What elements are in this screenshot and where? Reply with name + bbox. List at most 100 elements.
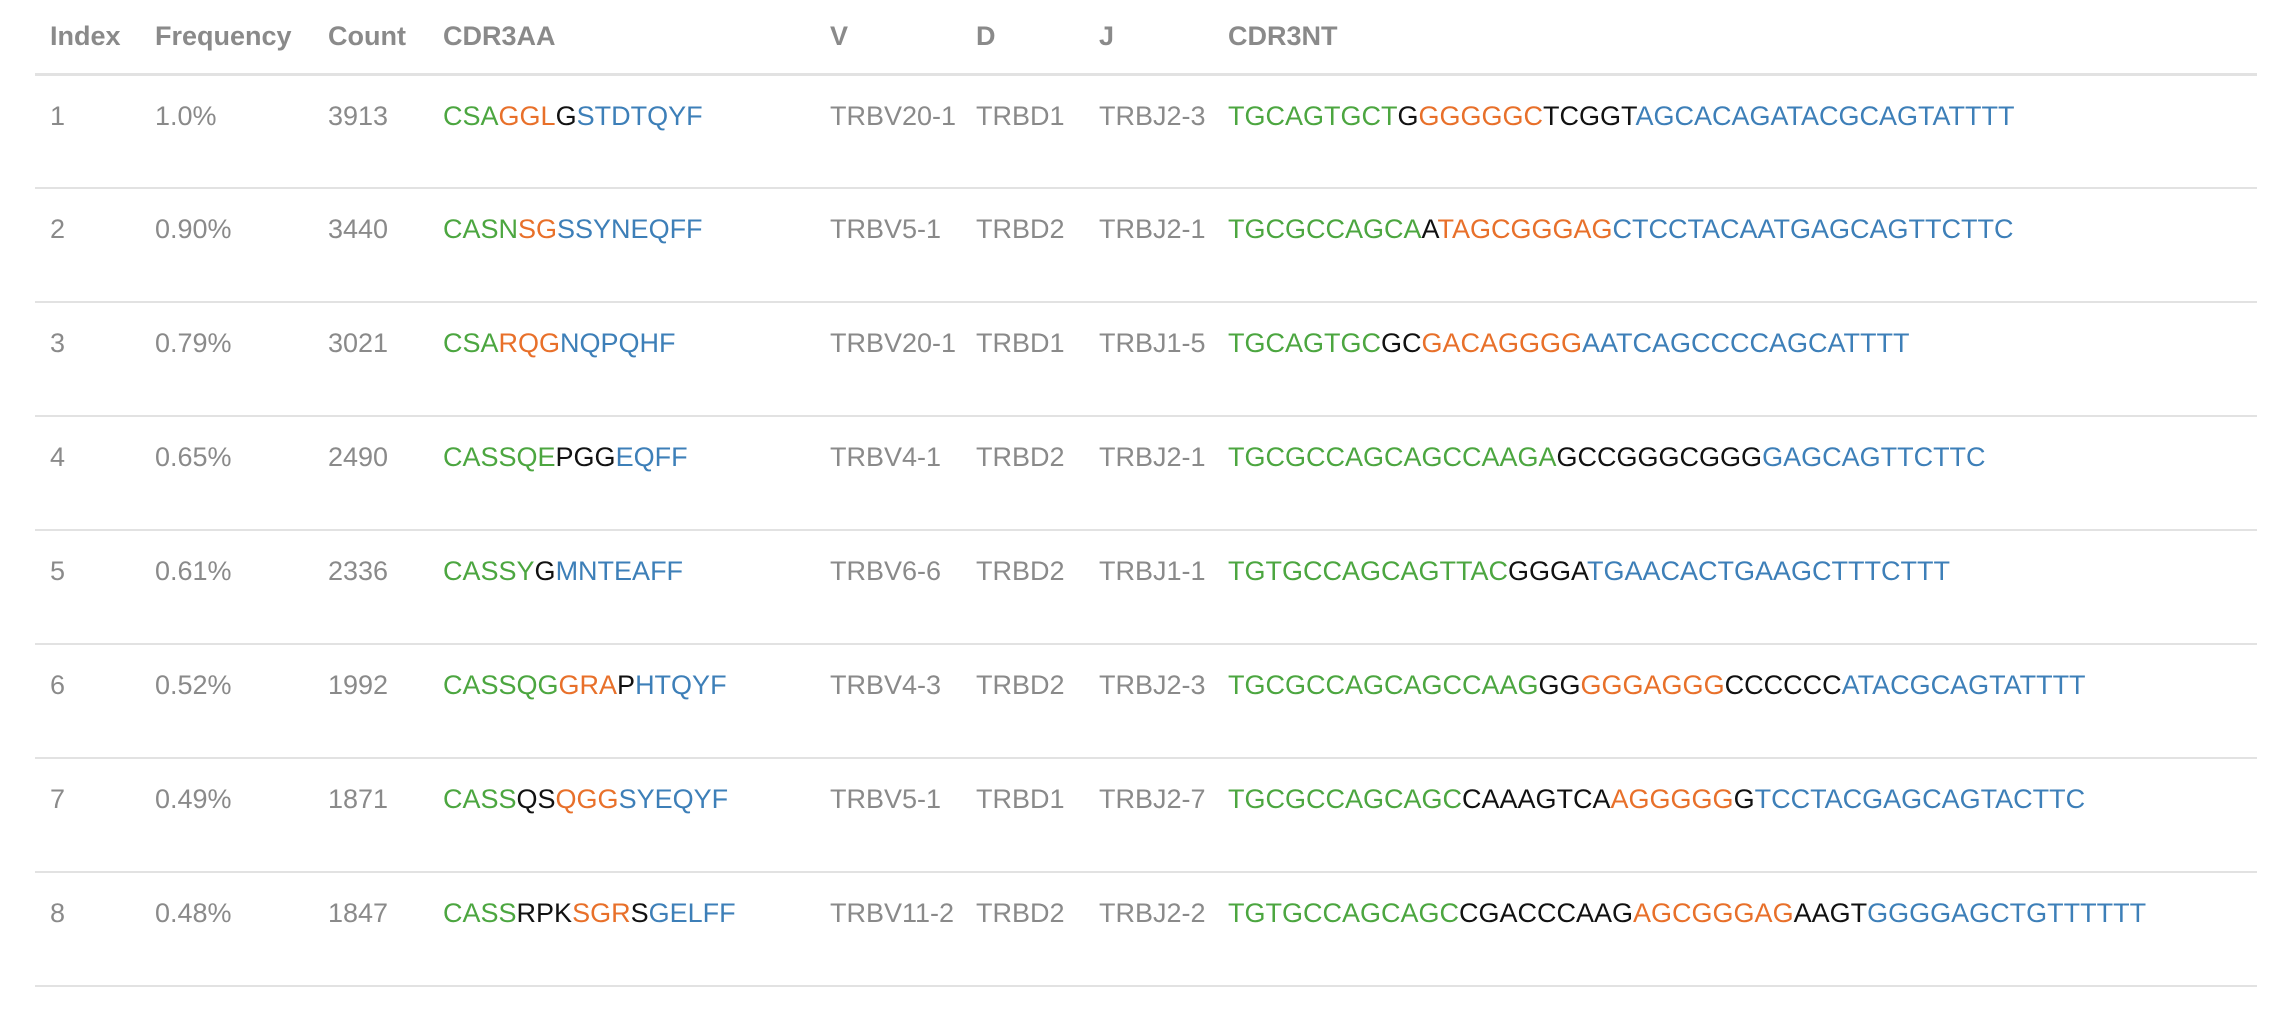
cell-d-gene: TRBD1 (961, 302, 1084, 417)
cell-cdr3aa: CASSRPKSGRSGELFF (428, 872, 815, 987)
cell-v-gene: TRBV20-1 (815, 74, 961, 189)
cell-count: 1871 (313, 758, 428, 873)
column-header-frequency[interactable]: Frequency (140, 0, 313, 76)
cell-j-gene: TRBJ2-2 (1084, 872, 1213, 987)
segment-d: GRA (558, 670, 618, 700)
column-header-count[interactable]: Count (313, 0, 428, 76)
segment-d: SGR (572, 898, 631, 928)
segment-v: CASN (443, 214, 519, 244)
cell-count: 3021 (313, 302, 428, 417)
cell-cdr3aa: CSAGGLGSTDTQYF (428, 74, 815, 189)
segment-n: GG (1538, 670, 1581, 700)
clonotype-table-container: Index Frequency Count CDR3AA V D J CDR3N… (35, 0, 2257, 987)
cell-count: 1847 (313, 872, 428, 987)
column-header-j[interactable]: J (1084, 0, 1213, 76)
segment-j: ATACGCAGTATTTT (1841, 670, 2086, 700)
segment-j: CTCCTACAATGAGCAGTTCTTC (1612, 214, 2014, 244)
column-header-d[interactable]: D (961, 0, 1084, 76)
segment-j: MNTEAFF (555, 556, 684, 586)
cell-j-gene: TRBJ1-5 (1084, 302, 1213, 417)
segment-n: G (1397, 100, 1419, 131)
cell-cdr3aa: CASNSGSSYNEQFF (428, 188, 815, 303)
cell-cdr3aa: CASSQGGRAPHTQYF (428, 644, 815, 759)
cell-d-gene: TRBD2 (961, 872, 1084, 987)
segment-v: CASSY (443, 556, 535, 586)
cell-frequency: 0.49% (140, 758, 313, 873)
cell-cdr3nt: TGCAGTGCTGGGGGGCTCGGTAGCACAGATACGCAGTATT… (1213, 74, 2257, 189)
segment-j: GELFF (648, 898, 736, 928)
segment-d: GGL (498, 100, 556, 131)
cell-frequency: 0.79% (140, 302, 313, 417)
segment-j: HTQYF (635, 670, 727, 700)
segment-d: GGGGGC (1418, 100, 1544, 131)
cell-index: 5 (35, 530, 140, 645)
segment-v: CASSQG (443, 670, 559, 700)
cell-d-gene: TRBD1 (961, 74, 1084, 189)
cell-v-gene: TRBV5-1 (815, 758, 961, 873)
table-body: 1 1.0% 3913 CSAGGLGSTDTQYF TRBV20-1 TRBD1 TRBJ… (35, 74, 2257, 987)
cell-cdr3aa: CASSQEPGGEQFF (428, 416, 815, 531)
segment-n: S (630, 898, 649, 928)
segment-d: GGGAGGG (1580, 670, 1725, 700)
segment-d: QGG (555, 784, 619, 814)
cell-index: 7 (35, 758, 140, 873)
cell-d-gene: TRBD1 (961, 758, 1084, 873)
segment-d: AGGGGG (1610, 784, 1734, 814)
segment-n: QS (516, 784, 556, 814)
segment-n: GCCGGGCGGG (1556, 442, 1763, 472)
cell-frequency: 0.61% (140, 530, 313, 645)
cell-frequency: 0.65% (140, 416, 313, 531)
segment-n: P (617, 670, 636, 700)
segment-n: RPK (516, 898, 573, 928)
segment-j: GGGGAGCTGTTTTTT (1867, 898, 2147, 928)
cell-count: 1992 (313, 644, 428, 759)
cell-index: 8 (35, 872, 140, 987)
column-header-cdr3nt[interactable]: CDR3NT (1213, 0, 2257, 76)
cell-v-gene: TRBV4-3 (815, 644, 961, 759)
cell-index: 6 (35, 644, 140, 759)
column-header-v[interactable]: V (815, 0, 961, 76)
segment-j: TGAACACTGAAGCTTTCTTT (1587, 556, 1950, 586)
cell-count: 3440 (313, 188, 428, 303)
segment-j: STDTQYF (576, 100, 703, 131)
segment-v: TGTGCCAGCAGTTAC (1228, 556, 1508, 586)
table-row: 6 0.52% 1992 CASSQGGRAPHTQYF TRBV4-3 TRBD2 TRB… (35, 644, 2257, 759)
table-row: 3 0.79% 3021 CSARQGNQPQHF TRBV20-1 TRBD1 TRBJ1… (35, 302, 2257, 417)
table-row: 1 1.0% 3913 CSAGGLGSTDTQYF TRBV20-1 TRBD1 TRBJ… (35, 74, 2257, 189)
cell-cdr3nt: TGTGCCAGCAGCCGACCCAAGAGCGGGAGAAGTGGGGAGC… (1213, 872, 2257, 987)
segment-n: G (534, 556, 556, 586)
segment-n: AAGT (1793, 898, 1868, 928)
segment-j: GAGCAGTTCTTC (1762, 442, 1986, 472)
cell-cdr3aa: CASSQSQGGSYEQYF (428, 758, 815, 873)
column-header-cdr3aa[interactable]: CDR3AA (428, 0, 815, 76)
segment-n: CGACCCAAG (1459, 898, 1634, 928)
table-row: 5 0.61% 2336 CASSYGMNTEAFF TRBV6-6 TRBD2 TRBJ1… (35, 530, 2257, 645)
cell-v-gene: TRBV6-6 (815, 530, 961, 645)
cell-j-gene: TRBJ2-1 (1084, 416, 1213, 531)
cell-d-gene: TRBD2 (961, 644, 1084, 759)
segment-n: PGG (555, 442, 616, 472)
table-row: 8 0.48% 1847 CASSRPKSGRSGELFF TRBV11-2 TRBD2 T… (35, 872, 2257, 987)
segment-d: TAGCGGGAG (1437, 214, 1613, 244)
cell-j-gene: TRBJ2-3 (1084, 74, 1213, 189)
segment-n: CCCCCC (1724, 670, 1842, 700)
cell-index: 1 (35, 74, 140, 189)
segment-n: CAAAGTCA (1462, 784, 1611, 814)
segment-v: TGCGCCAGCAGC (1228, 784, 1463, 814)
table-row: 2 0.90% 3440 CASNSGSSYNEQFF TRBV5-1 TRBD2 TRBJ… (35, 188, 2257, 303)
cell-j-gene: TRBJ2-7 (1084, 758, 1213, 873)
cell-d-gene: TRBD2 (961, 416, 1084, 531)
cell-count: 2336 (313, 530, 428, 645)
segment-n: G (555, 100, 577, 131)
column-header-index[interactable]: Index (35, 0, 140, 76)
cell-index: 3 (35, 302, 140, 417)
segment-j: TCCTACGAGCAGTACTTC (1754, 784, 2086, 814)
segment-v: CASS (443, 784, 517, 814)
segment-j: AATCAGCCCCAGCATTTT (1582, 328, 1910, 358)
segment-v: TGCAGTGC (1228, 328, 1381, 358)
cell-j-gene: TRBJ2-1 (1084, 188, 1213, 303)
cell-j-gene: TRBJ1-1 (1084, 530, 1213, 645)
segment-j: AGCACAGATACGCAGTATTTT (1635, 100, 2015, 131)
cell-v-gene: TRBV5-1 (815, 188, 961, 303)
table-row: 4 0.65% 2490 CASSQEPGGEQFF TRBV4-1 TRBD2 TRBJ2… (35, 416, 2257, 531)
